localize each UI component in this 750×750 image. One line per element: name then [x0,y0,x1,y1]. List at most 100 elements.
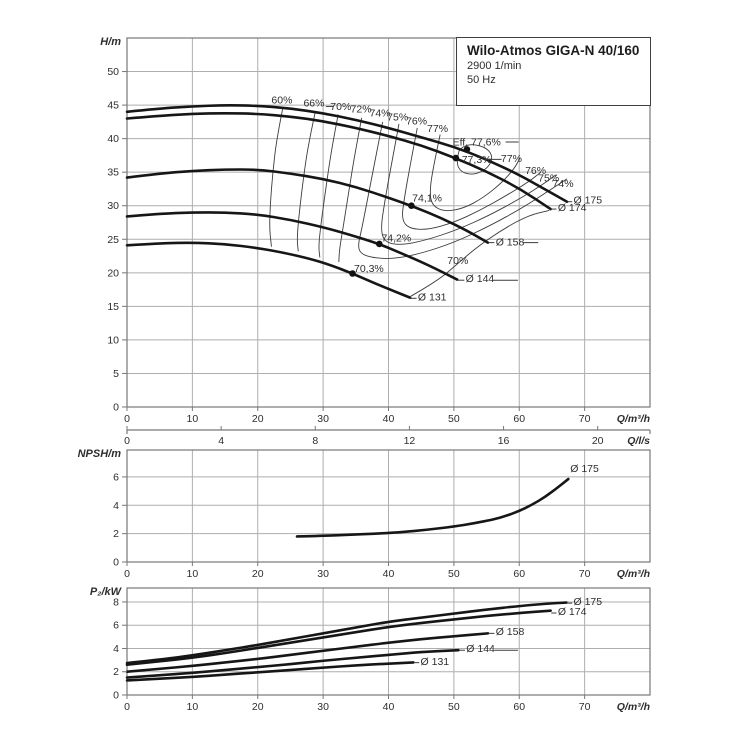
x-tick-label: 60 [513,568,525,580]
x-tick-label: 60 [513,413,525,425]
efficiency-point [408,202,415,210]
y-tick-label: 4 [113,500,119,512]
x-tick-label: 70 [579,568,591,580]
x-tick-label: 10 [187,701,199,713]
y-tick-label: 6 [113,471,119,483]
annotation-158: Ø 158 [496,236,525,248]
efficiency-contour-60 [269,109,284,247]
y-tick-label: 4 [113,643,119,655]
y-axis-label: P₂/kW [90,586,123,598]
curve-175 [125,104,569,204]
x-tick-label: 20 [252,568,264,580]
annotation-74-1: 74,1% [412,193,442,205]
annotation-175: Ø 175 [574,596,603,608]
x-tick-label: 0 [124,701,130,713]
annotation-74-2: 74,2% [381,232,411,244]
x-tick-label: 20 [252,701,264,713]
annotation-66: 66% [303,97,324,109]
curve-131 [125,661,415,682]
x-tick-label: 70 [579,413,591,425]
y-tick-label: 10 [107,334,119,346]
curve-158 [125,168,490,244]
efficiency-contour-75 [381,123,557,245]
y-tick-label: 30 [107,200,119,212]
annotation-76: 76% [525,165,546,177]
annotation-158: Ø 158 [496,626,525,638]
curve-175 [125,601,568,665]
annotation-131: Ø 131 [421,656,450,668]
annotation-75: 75% [387,112,408,124]
efficiency-contour-76 [402,127,542,230]
y-tick-label: 6 [113,620,119,632]
pump-model-title: Wilo-Atmos GIGA-N 40/160 [467,43,640,58]
y-tick-label: 45 [107,100,119,112]
curve-174 [125,609,552,667]
y-tick-label: 20 [107,267,119,279]
efficiency-point [349,270,356,277]
curve-131 [125,241,412,299]
y-tick-label: 25 [107,234,119,246]
annotation-74: 74% [553,178,574,190]
efficiency-contour-66 [296,111,316,252]
secondary-x-tick-label: 0 [124,435,130,447]
annotation-174: Ø 174 [558,202,587,214]
efficiency-point [463,146,471,153]
x-tick-label: 10 [187,568,199,580]
pump-frequency: 50 Hz [467,74,496,86]
x-axis-label: Q/m³/h [617,701,650,713]
x-tick-label: 30 [317,413,329,425]
y-axis-label: NPSH/m [78,448,122,460]
y-tick-label: 0 [113,557,119,569]
x-tick-label: 40 [383,701,395,713]
y-axis-label: H/m [100,36,121,48]
secondary-x-tick-label: 4 [218,435,224,447]
efficiency-point [376,240,383,248]
y-tick-label: 50 [107,66,119,78]
y-tick-label: 0 [113,690,119,702]
y-tick-label: 2 [113,666,119,678]
y-tick-label: 5 [113,368,119,380]
y-tick-label: 35 [107,167,119,179]
x-tick-label: 20 [252,413,264,425]
secondary-x-tick-label: 12 [404,435,416,447]
y-tick-label: 15 [107,301,119,313]
chart-npsh: 0 10 20 30 40 50 60 70 0 2 4 6 Q/m³/h NPSH/m Ø 175 [78,448,651,580]
curve-158 [125,632,490,674]
annotation-77: 77% [427,123,448,135]
annotation-77: 77% [501,153,522,165]
efficiency-contour-72 [338,117,363,263]
annotation-75: 75% [538,173,559,185]
annotation-175: Ø 175 [574,195,603,207]
annotation-144: Ø 144 [466,273,495,285]
annotation-eff-77-6: Eff. 77,6% [453,136,501,148]
x-tick-label: 40 [383,568,395,580]
title-box: Wilo-Atmos GIGA-N 40/160 2900 1/min 50 H… [456,37,651,106]
x-tick-label: 30 [317,701,329,713]
secondary-x-tick-label: 16 [498,435,510,447]
curve-144 [125,211,459,281]
efficiency-contour-74 [358,121,568,259]
x-tick-label: 10 [187,413,199,425]
x-tick-label: 30 [317,568,329,580]
annotation-174: Ø 174 [558,606,587,618]
annotation-60: 60% [271,95,292,107]
y-tick-label: 0 [113,402,119,414]
annotation-74: 74% [369,107,390,119]
secondary-x-tick-label: 8 [312,435,318,447]
curve-174 [125,112,552,211]
x-tick-label: 40 [383,413,395,425]
annotation-175: Ø 175 [570,463,599,475]
x-tick-label: 50 [448,413,460,425]
y-tick-label: 8 [113,596,119,608]
x-tick-label: 50 [448,568,460,580]
x-tick-label: 60 [513,701,525,713]
y-tick-label: 40 [107,133,119,145]
efficiency-point [452,154,460,162]
x-axis-label: Q/m³/h [617,568,650,580]
efficiency-contour-70-left [318,114,339,258]
secondary-x-tick-label: 20 [592,435,604,447]
annotation-144: Ø 144 [466,643,495,655]
secondary-x-axis-label: Q/l/s [627,435,650,447]
